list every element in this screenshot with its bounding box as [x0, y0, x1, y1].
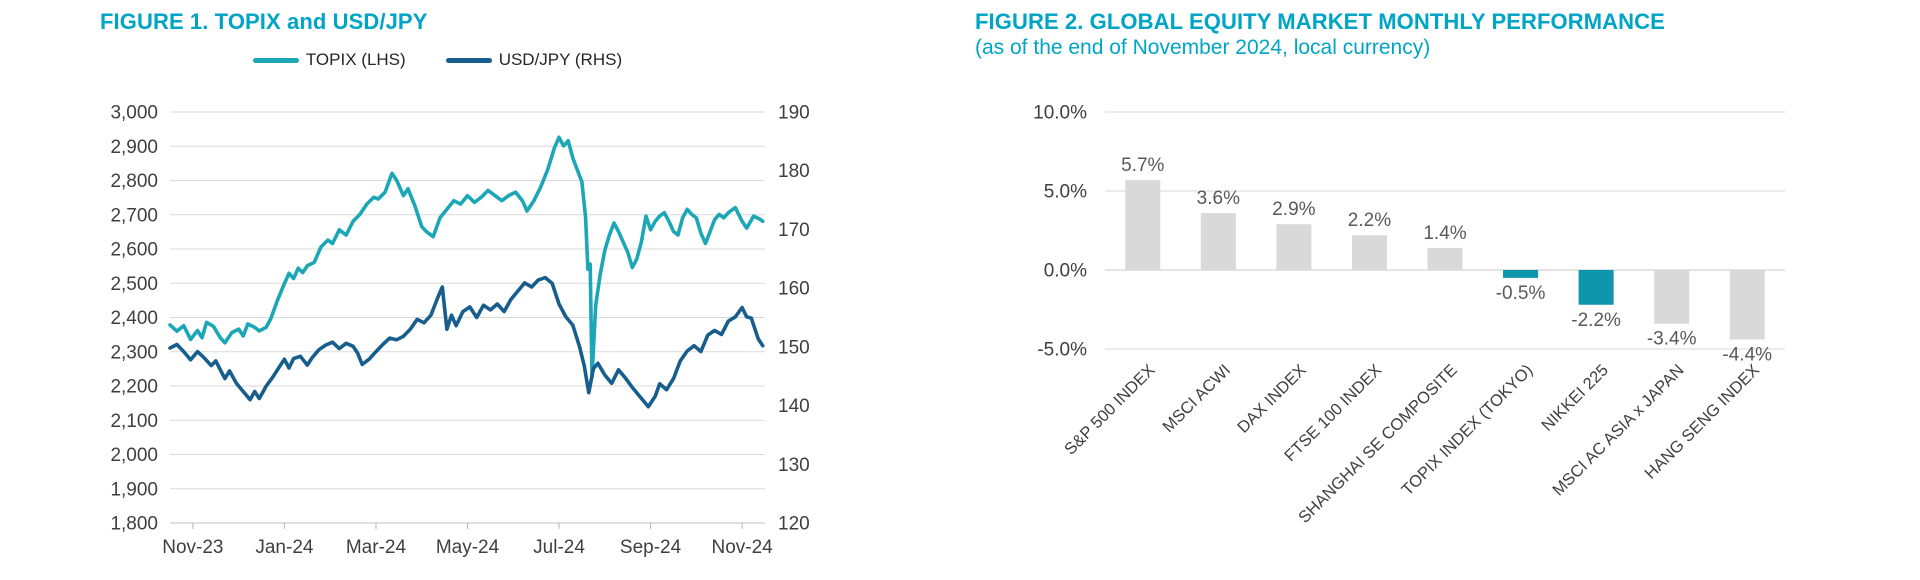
figure2-title: FIGURE 2. GLOBAL EQUITY MARKET MONTHLY P… — [975, 9, 1665, 34]
svg-text:1,900: 1,900 — [110, 479, 158, 500]
svg-text:TOPIX INDEX (TOKYO): TOPIX INDEX (TOKYO) — [1398, 361, 1536, 499]
svg-text:3.6%: 3.6% — [1197, 188, 1240, 209]
svg-text:Nov-24: Nov-24 — [711, 537, 773, 558]
svg-text:-3.4%: -3.4% — [1647, 329, 1697, 350]
legend-item-topix: TOPIX (LHS) — [252, 50, 406, 70]
svg-text:1.4%: 1.4% — [1423, 223, 1466, 244]
svg-text:S&P 500 INDEX: S&P 500 INDEX — [1061, 361, 1158, 458]
svg-text:May-24: May-24 — [436, 537, 500, 558]
svg-text:150: 150 — [778, 337, 810, 358]
topix-usdjpy-line-chart: 1,800 1,900 2,000 2,100 2,200 2,300 2,400 2,500… — [100, 75, 860, 580]
svg-text:3,000: 3,000 — [110, 103, 158, 124]
svg-text:10.0%: 10.0% — [1033, 103, 1087, 124]
figure1-panel: FIGURE 1. TOPIX and USD/JPY TOPIX (LHS) … — [100, 8, 860, 580]
svg-text:2.9%: 2.9% — [1272, 199, 1315, 220]
legend-item-usdjpy: USD/JPY (RHS) — [445, 50, 623, 70]
svg-text:2,100: 2,100 — [110, 411, 158, 432]
svg-text:-5.0%: -5.0% — [1037, 340, 1087, 361]
svg-text:MSCI AC ASIA x JAPAN: MSCI AC ASIA x JAPAN — [1549, 361, 1687, 499]
svg-text:Jan-24: Jan-24 — [255, 537, 314, 558]
figure2-panel: FIGURE 2. GLOBAL EQUITY MARKET MONTHLY P… — [975, 8, 1895, 570]
svg-text:2,500: 2,500 — [110, 274, 158, 295]
svg-text:MSCI ACWI: MSCI ACWI — [1159, 361, 1234, 436]
svg-text:5.0%: 5.0% — [1044, 182, 1087, 203]
svg-text:2,700: 2,700 — [110, 205, 158, 226]
svg-text:2,400: 2,400 — [110, 308, 158, 329]
svg-text:2,000: 2,000 — [110, 445, 158, 466]
svg-text:DAX INDEX: DAX INDEX — [1234, 361, 1310, 437]
figure2-subtitle: (as of the end of November 2024, local c… — [975, 36, 1431, 59]
svg-text:2,900: 2,900 — [110, 137, 158, 158]
svg-text:2.2%: 2.2% — [1348, 210, 1391, 231]
monthly-performance-bar-chart: 10.0% 5.0% 0.0% -5.0% 5.7% S&P 500 INDEX 3.6% M… — [975, 70, 1895, 570]
usdjpy-line-swatch-icon — [445, 57, 492, 63]
svg-text:2,800: 2,800 — [110, 171, 158, 192]
figure1-legend: TOPIX (LHS) USD/JPY (RHS) — [100, 50, 775, 70]
svg-text:130: 130 — [778, 455, 810, 476]
svg-text:-2.2%: -2.2% — [1571, 310, 1621, 331]
svg-text:1,800: 1,800 — [110, 514, 158, 535]
legend-label-usdjpy: USD/JPY (RHS) — [498, 50, 623, 69]
svg-text:180: 180 — [778, 161, 810, 182]
svg-text:2,300: 2,300 — [110, 342, 158, 363]
svg-text:-4.4%: -4.4% — [1722, 345, 1772, 366]
svg-text:-0.5%: -0.5% — [1496, 283, 1546, 304]
svg-text:120: 120 — [778, 514, 810, 535]
svg-text:5.7%: 5.7% — [1121, 155, 1164, 176]
figure1-title: FIGURE 1. TOPIX and USD/JPY — [100, 9, 428, 34]
legend-label-topix: TOPIX (LHS) — [305, 50, 406, 69]
svg-text:Jul-24: Jul-24 — [533, 537, 585, 558]
svg-text:SHANGHAI SE COMPOSITE: SHANGHAI SE COMPOSITE — [1295, 361, 1461, 527]
svg-text:Sep-24: Sep-24 — [620, 537, 682, 558]
svg-text:2,600: 2,600 — [110, 240, 158, 261]
svg-text:Mar-24: Mar-24 — [346, 537, 407, 558]
svg-text:NIKKEI 225: NIKKEI 225 — [1538, 361, 1612, 435]
svg-text:140: 140 — [778, 396, 810, 417]
topix-line-swatch-icon — [252, 57, 299, 63]
svg-text:160: 160 — [778, 279, 810, 300]
svg-text:2,200: 2,200 — [110, 377, 158, 398]
svg-text:0.0%: 0.0% — [1044, 261, 1087, 282]
svg-text:Nov-23: Nov-23 — [162, 537, 223, 558]
svg-text:170: 170 — [778, 220, 810, 241]
svg-text:190: 190 — [778, 103, 810, 124]
